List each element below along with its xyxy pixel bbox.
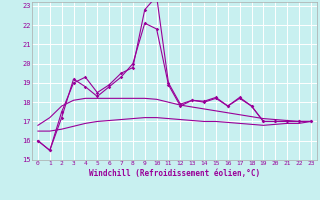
X-axis label: Windchill (Refroidissement éolien,°C): Windchill (Refroidissement éolien,°C) <box>89 169 260 178</box>
